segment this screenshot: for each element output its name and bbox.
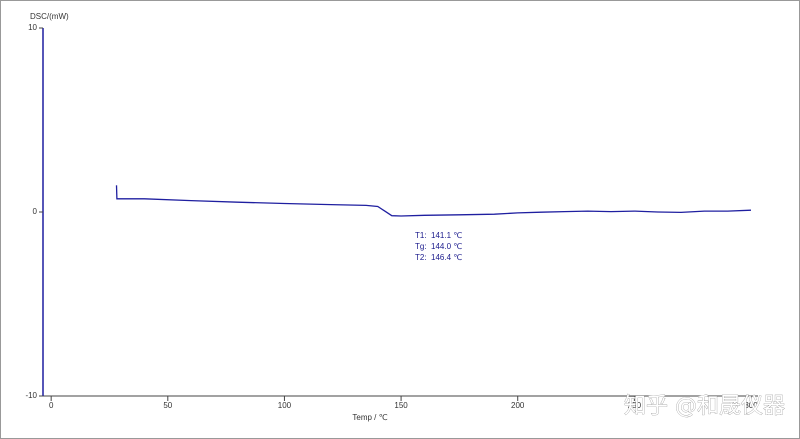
watermark: 知乎 @和晟仪器 bbox=[624, 394, 785, 419]
y-tick-label: 10 bbox=[28, 23, 37, 32]
x-tick-label: 300 bbox=[744, 401, 758, 410]
y-tick-label: -10 bbox=[25, 391, 37, 400]
x-axis-label: Temp / ℃ bbox=[352, 413, 387, 422]
annotation-value: 141.1 ℃ bbox=[431, 231, 462, 240]
annotation-value: 146.4 ℃ bbox=[431, 253, 462, 262]
x-tick-label: 200 bbox=[511, 401, 525, 410]
annotation-label: T2: bbox=[415, 253, 427, 262]
annotation-label: Tg: bbox=[415, 242, 427, 251]
annotation-label: T1: bbox=[415, 231, 427, 240]
x-tick-label: 150 bbox=[394, 401, 408, 410]
x-tick-label: 50 bbox=[163, 401, 172, 410]
annotation-value: 144.0 ℃ bbox=[431, 242, 462, 251]
x-tick-label: 100 bbox=[278, 401, 292, 410]
x-tick-label: 250 bbox=[628, 401, 642, 410]
y-tick-label: 0 bbox=[33, 207, 38, 216]
x-tick-label: 0 bbox=[49, 401, 54, 410]
dsc-curve bbox=[115, 185, 752, 217]
y-axis-label: DSC/(mW) bbox=[30, 12, 69, 21]
